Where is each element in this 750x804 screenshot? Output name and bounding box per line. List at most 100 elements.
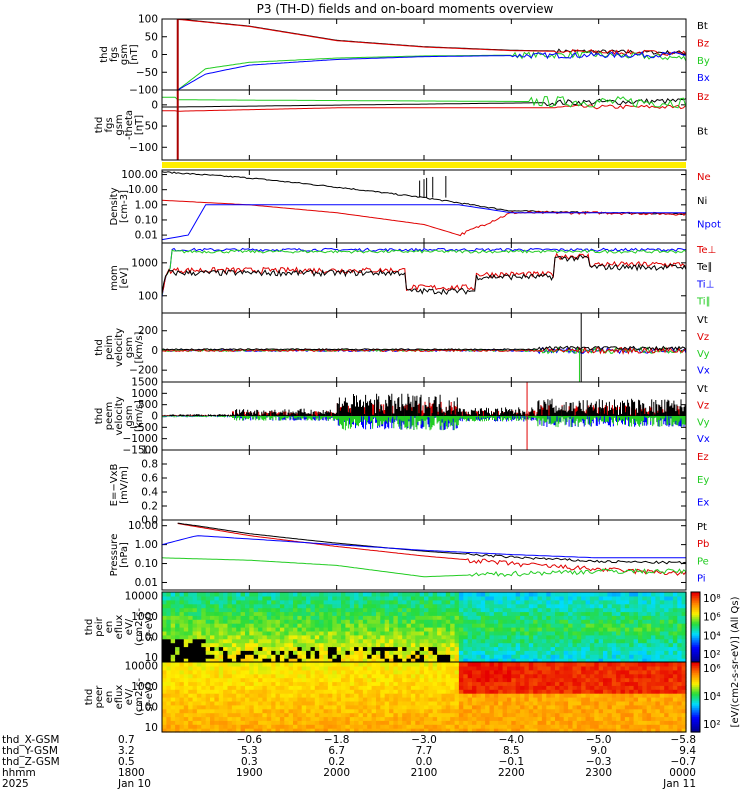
spectro-cell <box>424 720 429 725</box>
spectro-cell <box>620 595 626 601</box>
spectro-cell <box>646 619 652 624</box>
spectro-cell <box>245 650 250 655</box>
spectro-cell <box>485 693 491 698</box>
spectro-cell <box>581 607 587 613</box>
spectro-cell <box>502 693 508 698</box>
spectro-cell <box>179 693 185 698</box>
spectro-cell <box>402 595 408 601</box>
spectro-cell <box>485 712 491 718</box>
spectro-cell <box>646 673 652 679</box>
spectro-cell <box>319 704 325 710</box>
spectro-cell <box>458 634 464 640</box>
spectro-cell <box>236 595 242 601</box>
spectro-cell <box>585 724 591 729</box>
spectro-cell <box>620 630 626 636</box>
spectro-cell <box>253 673 259 679</box>
spectro-cell <box>681 634 687 640</box>
spectro-cell <box>493 700 499 706</box>
spectro-cell <box>603 654 608 659</box>
spectro-cell <box>646 689 652 694</box>
spectro-cell <box>288 665 294 671</box>
spectro-cell <box>541 595 547 601</box>
spectro-cell <box>550 700 556 706</box>
spectro-cell <box>410 630 416 636</box>
spectro-cell <box>327 630 333 636</box>
spectro-cell <box>467 607 473 613</box>
spectro-cell <box>231 681 237 686</box>
spectro-cell <box>245 592 250 597</box>
spectro-cell <box>249 615 255 620</box>
spectro-cell <box>327 681 333 686</box>
spectro-cell <box>472 712 477 718</box>
spectro-cell <box>410 595 416 601</box>
spectro-cell <box>507 712 512 718</box>
spectro-cell <box>520 724 526 729</box>
spectro-cell <box>336 662 342 667</box>
spectro-cell <box>196 724 202 729</box>
spectro-cell <box>555 615 560 620</box>
spectro-cell <box>236 724 242 729</box>
colorbar-cell <box>691 679 700 682</box>
spectro-cell <box>240 693 246 698</box>
spectro-cell <box>218 704 224 710</box>
spectro-cell <box>415 665 421 671</box>
spectro-cell <box>437 673 443 679</box>
spectro-cell <box>458 595 464 601</box>
spectro-cell <box>559 693 565 698</box>
spectro-cell <box>572 592 578 597</box>
spectro-cell <box>520 642 526 648</box>
spectro-cell <box>485 704 491 710</box>
spectro-cell <box>327 689 333 694</box>
spectro-cell <box>183 615 189 620</box>
spectro-cell <box>380 704 386 710</box>
spectro-cell <box>441 638 447 644</box>
spectro-cell <box>397 720 403 725</box>
spectro-cell <box>437 689 443 694</box>
spectro-cell <box>467 704 473 710</box>
spectro-cell <box>611 650 617 655</box>
spectro-cell <box>568 720 574 725</box>
spectro-cell <box>537 623 543 628</box>
spectro-cell <box>458 700 464 706</box>
spectro-cell <box>633 619 639 624</box>
spectro-cell <box>162 650 167 655</box>
spectro-cell <box>642 611 648 616</box>
spectro-cell <box>437 720 443 725</box>
spectro-cell <box>240 712 246 718</box>
spectro-cell <box>646 646 652 651</box>
spectro-cell <box>323 708 329 714</box>
spectro-cell <box>371 677 377 683</box>
spectro-cell <box>214 658 220 663</box>
spectro-cell <box>306 619 312 624</box>
spectro-cell <box>498 697 504 702</box>
spectro-cell <box>371 615 377 620</box>
spectro-cell <box>541 630 547 636</box>
spectro-cell <box>585 669 591 675</box>
spectro-cell <box>301 634 307 640</box>
spectro-cell <box>559 697 565 702</box>
spectro-cell <box>362 689 368 694</box>
spectro-cell <box>314 592 320 597</box>
spectro-cell <box>572 623 578 628</box>
spectro-cell <box>515 708 521 714</box>
spectro-cell <box>559 728 565 733</box>
spectro-cell <box>262 700 268 706</box>
spectro-cell <box>175 627 181 632</box>
spectro-cell <box>389 592 395 597</box>
spectro-cell <box>336 724 342 729</box>
spectro-cell <box>537 716 543 721</box>
spectro-cell <box>681 681 687 686</box>
spectro-cell <box>668 693 674 698</box>
y-tick-label-vi: −200 <box>129 365 158 377</box>
spectro-cell <box>437 603 443 609</box>
spectro-cell <box>406 654 412 659</box>
series-Ti-perp <box>162 247 686 298</box>
spectro-cell <box>541 603 547 609</box>
spectro-cell <box>376 685 381 690</box>
spectro-cell <box>546 627 552 632</box>
y-tick-label-pressure: 0.10 <box>135 558 158 570</box>
spectro-cell <box>327 611 333 616</box>
spectro-cell <box>624 708 630 714</box>
spectro-cell <box>498 630 504 636</box>
spectro-cell <box>314 634 320 640</box>
